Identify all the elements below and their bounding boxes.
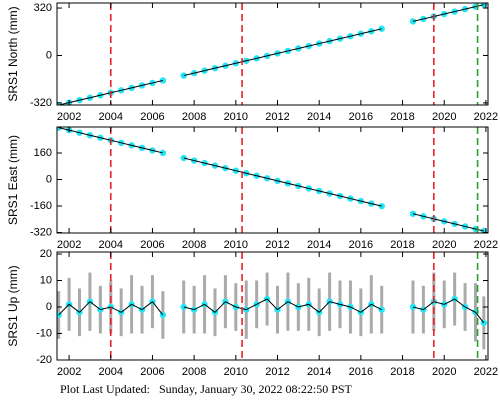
model-line bbox=[58, 127, 484, 232]
x-tick-label: 2020 bbox=[432, 366, 456, 378]
x-tick-label: 2010 bbox=[224, 366, 248, 378]
data-point bbox=[180, 72, 187, 79]
x-tick-label: 2018 bbox=[390, 111, 414, 123]
x-tick-label: 2014 bbox=[307, 366, 331, 378]
y-tick-label: 320 bbox=[34, 2, 52, 14]
model-line bbox=[58, 298, 485, 324]
x-tick-label: 2022 bbox=[474, 239, 498, 251]
x-tick-label: 2016 bbox=[349, 239, 373, 251]
data-point bbox=[378, 306, 385, 313]
x-tick-label: 2016 bbox=[349, 366, 373, 378]
y-tick-label: -160 bbox=[30, 200, 52, 212]
x-tick-label: 2022 bbox=[474, 111, 498, 123]
x-tick-label: 2016 bbox=[349, 111, 373, 123]
x-tick-label: 2004 bbox=[99, 366, 123, 378]
y-axis-title: SRS1 North (mm) bbox=[6, 6, 20, 101]
x-tick-label: 2012 bbox=[265, 239, 289, 251]
x-tick-label: 2006 bbox=[140, 111, 164, 123]
data-point bbox=[180, 303, 187, 311]
y-tick-label: -320 bbox=[30, 97, 52, 109]
y-tick-label: -10 bbox=[36, 327, 52, 339]
y-tick-label: 20 bbox=[40, 248, 52, 260]
frame bbox=[56, 2, 489, 106]
x-tick-label: 2018 bbox=[390, 239, 414, 251]
x-tick-label: 2012 bbox=[265, 366, 289, 378]
x-tick-label: 2006 bbox=[140, 366, 164, 378]
x-tick-label: 2004 bbox=[99, 111, 123, 123]
x-tick-label: 2008 bbox=[182, 239, 206, 251]
y-tick-label: -20 bbox=[36, 354, 52, 366]
x-tick-label: 2002 bbox=[57, 366, 81, 378]
model-line bbox=[58, 4, 484, 105]
x-tick-label: 2002 bbox=[57, 239, 81, 251]
x-tick-label: 2008 bbox=[182, 366, 206, 378]
frame bbox=[56, 251, 489, 361]
x-tick-label: 2020 bbox=[432, 111, 456, 123]
y-tick-label: 0 bbox=[46, 301, 52, 313]
data-point bbox=[180, 154, 187, 162]
y-axis-title: SRS1 Up (mm) bbox=[6, 265, 20, 346]
data-point bbox=[159, 149, 167, 157]
plot-area bbox=[57, 252, 488, 360]
x-tick-label: 2018 bbox=[390, 366, 414, 378]
plot-area bbox=[57, 3, 488, 105]
y-tick-label: 160 bbox=[34, 147, 52, 159]
data-point bbox=[159, 77, 167, 84]
x-tick-label: 2020 bbox=[432, 239, 456, 251]
x-tick-label: 2002 bbox=[57, 111, 81, 123]
x-tick-label: 2008 bbox=[182, 111, 206, 123]
x-tick-label: 2022 bbox=[474, 366, 498, 378]
y-tick-label: 10 bbox=[40, 274, 52, 286]
x-tick-label: 2012 bbox=[265, 111, 289, 123]
y-tick-label: 0 bbox=[46, 173, 52, 185]
x-tick-label: 2010 bbox=[224, 239, 248, 251]
y-axis-title: SRS1 East (mm) bbox=[6, 135, 20, 225]
y-tick-label: 0 bbox=[46, 49, 52, 61]
plot-area bbox=[57, 127, 488, 233]
x-tick-label: 2006 bbox=[140, 239, 164, 251]
x-tick-label: 2010 bbox=[224, 111, 248, 123]
y-tick-label: -320 bbox=[30, 226, 52, 238]
data-point bbox=[57, 127, 62, 131]
footer: Plot Last Updated: Sunday, January 30, 2… bbox=[60, 382, 353, 396]
x-tick-label: 2014 bbox=[307, 111, 331, 123]
x-tick-label: 2004 bbox=[99, 239, 123, 251]
x-tick-label: 2014 bbox=[307, 239, 331, 251]
